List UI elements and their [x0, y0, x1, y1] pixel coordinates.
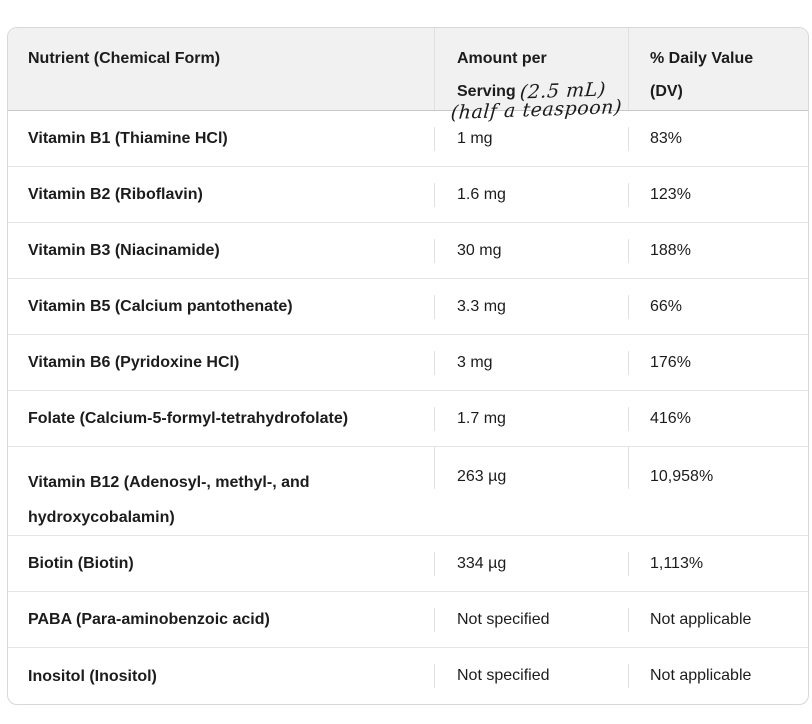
amount-cell: 3 mg — [434, 350, 628, 375]
dv-cell: 188% — [628, 238, 808, 263]
nutrient-cell: Vitamin B2 (Riboflavin) — [28, 186, 203, 203]
header-nutrient: Nutrient (Chemical Form) — [8, 28, 434, 110]
teaspoon-script-annotation: (half a teaspoon) — [450, 96, 623, 124]
amount-cell: 1.7 mg — [434, 406, 628, 431]
table-header-row: Nutrient (Chemical Form) Amount per Serv… — [8, 28, 808, 124]
nutrient-cell: Vitamin B5 (Calcium pantothenate) — [28, 298, 293, 315]
table-row: Biotin (Biotin) 334 µg 1,113% — [8, 536, 808, 592]
header-amount-line1: Amount per — [457, 50, 547, 67]
table-row: Vitamin B5 (Calcium pantothenate) 3.3 mg… — [8, 279, 808, 335]
nutrient-cell: Biotin (Biotin) — [28, 555, 134, 572]
table-row: Vitamin B3 (Niacinamide) 30 mg 188% — [8, 223, 808, 279]
table-row: PABA (Para-aminobenzoic acid) Not specif… — [8, 592, 808, 648]
amount-cell: Not specified — [434, 607, 628, 632]
nutrient-table: Nutrient (Chemical Form) Amount per Serv… — [7, 27, 809, 705]
amount-cell: 3.3 mg — [434, 294, 628, 319]
amount-cell: 1 mg — [434, 126, 628, 151]
amount-cell: 263 µg — [434, 447, 628, 489]
dv-cell: Not applicable — [628, 664, 808, 688]
table-row: Vitamin B6 (Pyridoxine HCl) 3 mg 176% — [8, 335, 808, 391]
nutrient-cell: Inositol (Inositol) — [28, 667, 157, 685]
dv-cell: 1,113% — [628, 551, 808, 576]
dv-cell: 176% — [628, 350, 808, 375]
amount-cell: 334 µg — [434, 551, 628, 576]
dv-cell: 83% — [628, 126, 808, 151]
table-row: Vitamin B1 (Thiamine HCl) 1 mg 83% — [8, 111, 808, 167]
nutrient-cell: Vitamin B12 (Adenosyl-, methyl-, and hyd… — [28, 474, 310, 526]
amount-cell: 30 mg — [434, 238, 628, 263]
nutrient-cell: Folate (Calcium-5-formyl-tetrahydrofolat… — [28, 410, 349, 427]
header-amount-line2: Serving — [457, 83, 516, 100]
amount-cell: 1.6 mg — [434, 182, 628, 207]
dv-cell: 416% — [628, 406, 808, 431]
header-daily-value-label: % Daily Value (DV) — [650, 50, 754, 100]
header-daily-value: % Daily Value (DV) — [628, 28, 808, 110]
header-amount: Amount per Serving (2.5 mL) (half a teasp… — [434, 28, 628, 124]
table-row: Vitamin B2 (Riboflavin) 1.6 mg 123% — [8, 167, 808, 223]
nutrient-cell: Vitamin B1 (Thiamine HCl) — [28, 130, 228, 147]
table-row: Inositol (Inositol) Not specified Not ap… — [8, 648, 808, 704]
dv-cell: 123% — [628, 182, 808, 207]
nutrient-cell: Vitamin B3 (Niacinamide) — [28, 242, 220, 259]
table-row: Folate (Calcium-5-formyl-tetrahydrofolat… — [8, 391, 808, 447]
nutrient-cell: Vitamin B6 (Pyridoxine HCl) — [28, 354, 240, 371]
table-row: Vitamin B12 (Adenosyl-, methyl-, and hyd… — [8, 447, 808, 536]
amount-cell: Not specified — [434, 664, 628, 688]
dv-cell: 10,958% — [628, 447, 808, 489]
nutrient-cell: PABA (Para-aminobenzoic acid) — [28, 611, 270, 628]
dv-cell: Not applicable — [628, 607, 808, 632]
header-nutrient-label: Nutrient (Chemical Form) — [28, 50, 221, 67]
dv-cell: 66% — [628, 294, 808, 319]
